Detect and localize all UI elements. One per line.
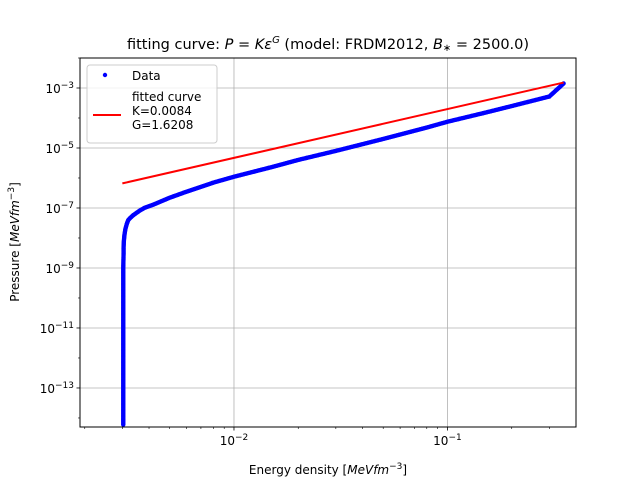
legend-label-fit: fitted curve K=0.0084 G=1.6208 (132, 90, 205, 132)
chart-title: fitting curve: P = KεG (model: FRDM2012,… (127, 35, 529, 54)
legend-marker-data (102, 72, 108, 78)
plot-frame (79, 57, 577, 428)
y-tick-label: 10−7 (45, 201, 74, 216)
legend-box (86, 64, 218, 144)
grid-lines (80, 58, 576, 427)
axis-ticks: 10−2 10−1 10−13 10−11 10−9 10−7 10−5 10−3 (40, 57, 550, 448)
fitted-curve-line (122, 81, 564, 185)
y-axis-label: Pressure [MeVfm−3] (7, 182, 22, 302)
legend-label-data: Data (132, 69, 161, 83)
y-tick-label: 10−13 (40, 381, 74, 396)
legend: Data fitted curve K=0.0084 G=1.6208 (86, 64, 218, 144)
y-tick-label: 10−11 (40, 321, 74, 336)
x-tick-label: 10−2 (220, 433, 249, 448)
y-tick-label: 10−5 (45, 141, 74, 156)
x-tick-label: 10−1 (433, 433, 462, 448)
y-tick-label: 10−9 (45, 261, 74, 276)
plot-series (121, 81, 566, 427)
x-axis-label: Energy density [MeVfm−3] (249, 462, 407, 477)
y-tick-label: 10−3 (45, 81, 74, 96)
